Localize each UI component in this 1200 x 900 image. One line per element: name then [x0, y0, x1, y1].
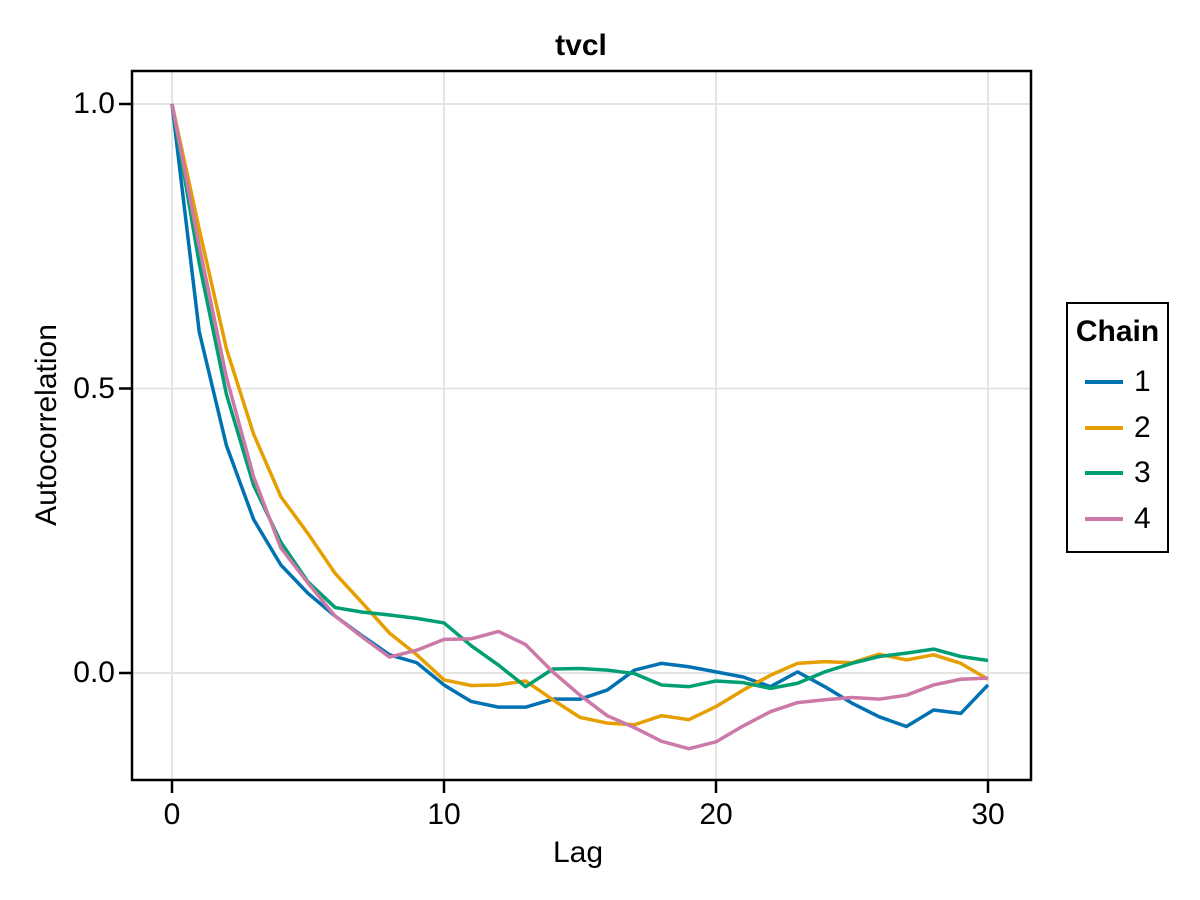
- x-tick-label: 10: [427, 798, 461, 831]
- acf-line-chain-4: [170, 103, 989, 751]
- x-tick-label: 0: [163, 798, 181, 831]
- plot-border: [130, 69, 1033, 782]
- legend-entry-chain-2: 2: [1068, 411, 1167, 445]
- y-tick-label: 0.0: [73, 656, 115, 689]
- acf-line-chain-3: [170, 103, 989, 691]
- legend-line-swatch: [1085, 471, 1123, 475]
- x-tick-label: 30: [971, 798, 1005, 831]
- x-tick-label: 20: [699, 798, 733, 831]
- legend-entry-chain-3: 3: [1068, 456, 1167, 490]
- legend-entry-chain-4: 4: [1068, 502, 1167, 536]
- y-tick-label: 1.0: [73, 87, 115, 120]
- legend-entry-label: 3: [1134, 456, 1151, 489]
- x-axis-label: Lag: [552, 836, 604, 869]
- legend-line-swatch: [1085, 426, 1123, 430]
- legend-line-swatch: [1085, 380, 1123, 384]
- legend-entry-chain-1: 1: [1068, 365, 1167, 399]
- legend-entry-label: 2: [1134, 411, 1151, 444]
- legend-entry-label: 1: [1134, 365, 1151, 398]
- plot-title: tvcl: [555, 29, 607, 62]
- legend-box: Chain 1 2 3 4: [1066, 302, 1169, 553]
- legend-line-swatch: [1085, 517, 1123, 521]
- acf-line-chain-1: [170, 103, 990, 729]
- y-tick-label: 0.5: [73, 371, 115, 405]
- legend-title: Chain: [1075, 315, 1160, 348]
- y-axis-label: Autocorrelation: [30, 324, 63, 526]
- legend-entry-label: 4: [1134, 502, 1151, 535]
- acf-line-chain-2: [170, 103, 989, 727]
